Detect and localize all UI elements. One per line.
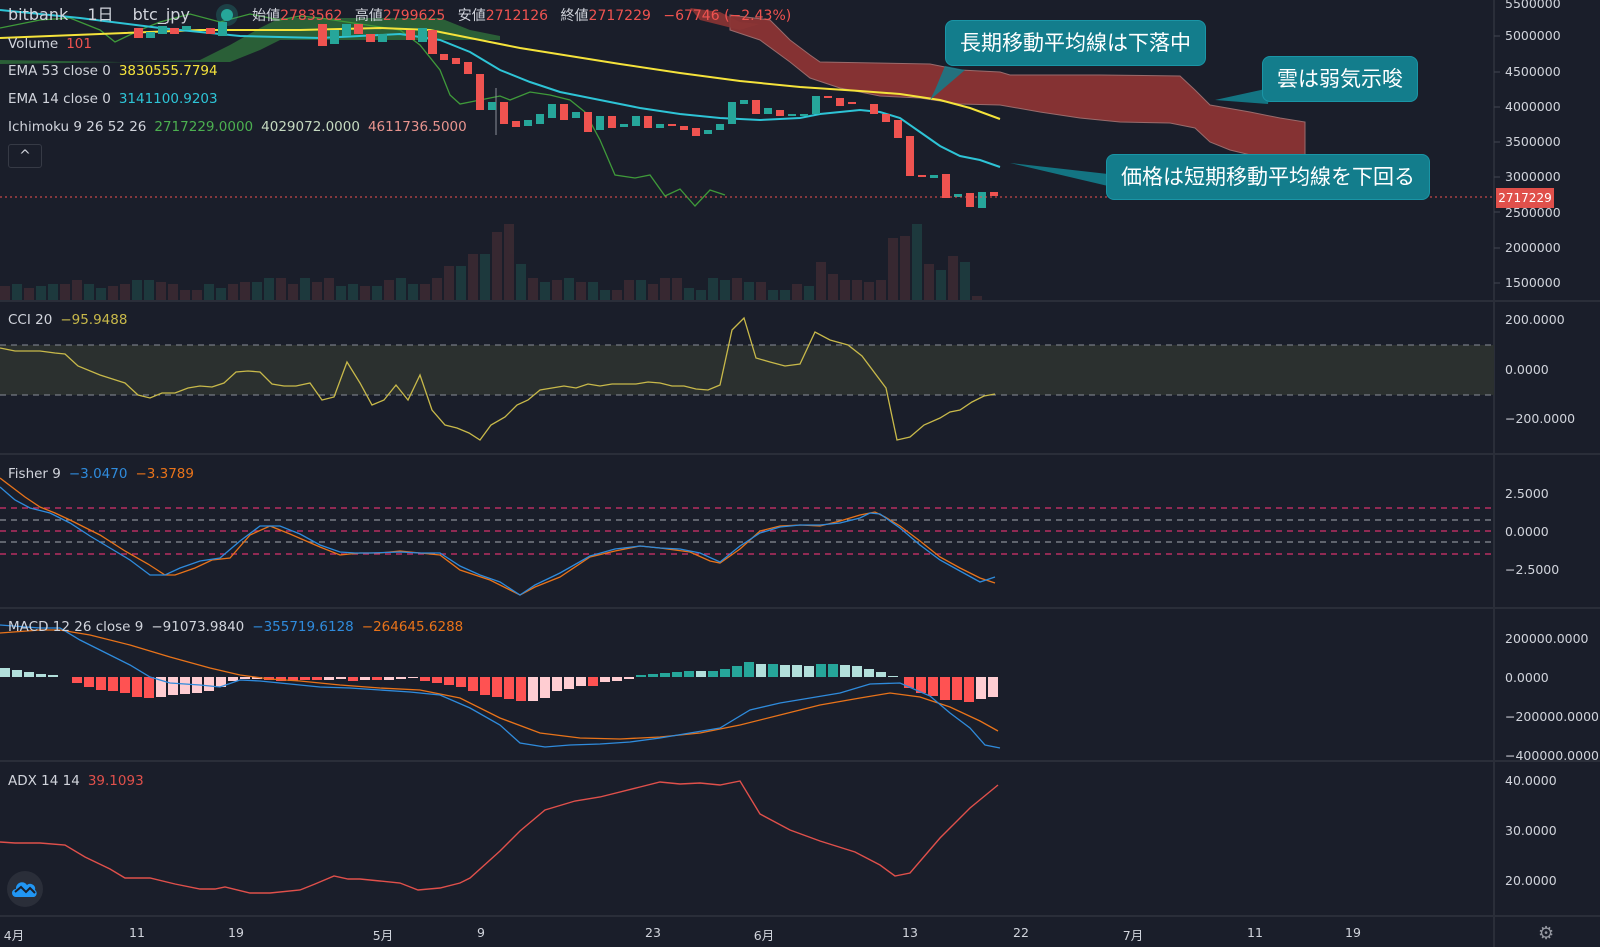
low-value: 2712126 [485,8,549,24]
cci-axis-label: −200.0000 [1505,411,1576,426]
price-axis-label: 3500000 [1505,134,1561,149]
symbol-name[interactable]: btc_jpy [132,5,190,24]
macd-axis-label: 0.0000 [1505,670,1549,685]
tradingview-logo[interactable] [7,871,43,907]
macd-axis-label: 200000.0000 [1505,631,1589,646]
time-axis-label: 19 [228,925,244,940]
price-axis-label: 5000000 [1505,28,1561,43]
last-price-tag: 2717229 [1496,188,1554,208]
cci-axis-label: 0.0000 [1505,362,1549,377]
price-axis-label: 3000000 [1505,169,1561,184]
legend-ichimoku[interactable]: Ichimoku 9 26 52 26 2717229.0000 4029072.0… [8,119,467,135]
price-axis-label: 4000000 [1505,99,1561,114]
chevron-up-icon: ^ [19,148,31,164]
legend-ema53[interactable]: EMA 53 close 0 3830555.7794 [8,63,218,79]
legend-adx[interactable]: ADX 14 14 39.1093 [8,773,144,789]
change-value: −67746 (−2.43%) [663,8,792,24]
time-axis-label: 19 [1345,925,1361,940]
legend-volume[interactable]: Volume 101 [8,36,92,52]
settings-gear-icon[interactable]: ⚙ [1538,923,1555,944]
cci-axis-label: 200.0000 [1505,312,1565,327]
symbol-header: bitbank 1日 btc_jpy 始値2783562 高値2799625 安… [8,6,799,25]
price-axis-label: 4500000 [1505,64,1561,79]
time-axis-label: 5月 [372,928,394,943]
high-value: 2799625 [382,8,446,24]
legend-macd[interactable]: MACD 12 26 close 9 −91073.9840 −355719.612… [8,619,464,635]
exchange-name[interactable]: bitbank [8,5,69,24]
legend-cci[interactable]: CCI 20 −95.9488 [8,312,128,328]
time-axis-label: 23 [645,925,661,940]
time-axis-label: 11 [1247,925,1263,940]
macd-axis-label: −400000.0000 [1505,748,1599,760]
callout-cloud-bearish[interactable]: 雲は弱気示唆 [1262,56,1418,102]
price-axis-label: 1500000 [1505,275,1561,290]
adx-axis-label: 40.0000 [1505,773,1557,788]
fisher-axis-label: 0.0000 [1505,524,1549,539]
legend-fisher[interactable]: Fisher 9 −3.0470 −3.3789 [8,466,194,482]
fisher-axis-label: −2.5000 [1505,562,1560,577]
legend-ema14[interactable]: EMA 14 close 0 3141100.9203 [8,91,218,107]
macd-axis-label: −200000.0000 [1505,709,1599,724]
cloud-logo-icon [12,882,37,897]
price-axis-label: 2500000 [1505,205,1561,220]
callout-price-below-short-ma[interactable]: 価格は短期移動平均線を下回る [1106,154,1430,200]
time-axis-label: 13 [902,925,918,940]
time-axis-label: 11 [129,925,145,940]
time-axis-label: 4月 [3,928,25,943]
adx-axis-label: 20.0000 [1505,873,1557,888]
open-value: 2783562 [280,8,343,24]
close-value: 2717229 [588,8,651,24]
time-axis-label: 22 [1013,925,1029,940]
market-status-icon [221,9,234,21]
ohlc-values: 始値2783562 高値2799625 安値2712126 終値2717229 … [252,8,792,24]
price-axis-label: 2000000 [1505,240,1561,255]
interval-label[interactable]: 1日 [87,5,114,24]
time-axis-label: 7月 [1122,928,1144,943]
time-axis-label: 6月 [753,928,775,943]
price-axis-label: 5500000 [1505,0,1561,11]
fisher-axis-label: 2.5000 [1505,486,1549,501]
callout-long-ma-falling[interactable]: 長期移動平均線は下落中 [945,20,1206,66]
adx-axis-label: 30.0000 [1505,823,1557,838]
time-axis-label: 9 [477,925,485,940]
collapse-legend-button[interactable]: ^ [8,144,42,168]
